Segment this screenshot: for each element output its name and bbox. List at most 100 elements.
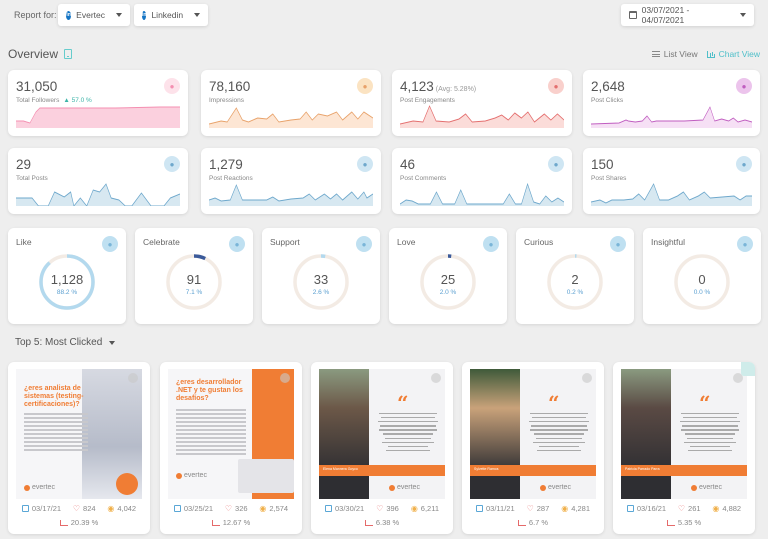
metric-card-post-engagements: 4,123 (Avg: 5.28%) Post Engagements ●	[392, 70, 572, 136]
post-ctr: 20.39 %	[8, 518, 150, 527]
reaction-title: Like	[16, 237, 32, 247]
post-engagements: 396	[386, 504, 399, 513]
reaction-percent: 2.0 %	[439, 289, 457, 296]
post-impressions: 4,042	[117, 504, 137, 513]
top-post-card[interactable]: “ Patricia Parrado Parra evertec 03/16/2…	[613, 362, 755, 534]
post-image: “ Patricia Parrado Parra evertec	[621, 369, 747, 499]
metric-value: 46	[400, 157, 416, 172]
network-select[interactable]: in Linkedin	[134, 4, 208, 26]
top-post-card[interactable]: “ Sylvette Ramos evertec 03/11/21 ♡ 287 ◉…	[462, 362, 604, 534]
top-bar: Report for: in Evertec in Linkedin 03/07…	[0, 4, 768, 26]
sparkline-chart	[209, 104, 373, 128]
reaction-count: 2	[571, 272, 579, 287]
calendar-icon	[626, 505, 634, 512]
post-stats: 03/11/21 ♡ 287 ◉ 4,281	[462, 504, 604, 513]
post-ctr: 6.7 %	[462, 518, 604, 527]
metric-card-total-posts: 29 Total Posts ●	[8, 148, 188, 214]
calendar-icon	[629, 11, 637, 19]
curious-icon: ●	[610, 236, 626, 252]
post-engagements: 287	[536, 504, 550, 513]
reaction-percent: 0.0 %	[693, 289, 711, 296]
date-range-value: 03/07/2021 - 04/07/2021	[641, 5, 690, 25]
post-image: “ Elena Mannera Goyco evertec	[319, 369, 445, 499]
post-impressions: 2,574	[269, 504, 289, 513]
metric-card-total-followers: 31,050 Total Followers ▲ 57.0 % ●	[8, 70, 188, 136]
top5-dropdown[interactable]: Top 5: Most Clicked	[15, 337, 116, 348]
reaction-title: Curious	[524, 237, 554, 247]
post-image: ¿eres desarrollador .NET y te gustan los…	[168, 369, 294, 499]
engagement-icon: ♡	[376, 504, 384, 513]
reaction-percent: 2.6 %	[312, 289, 330, 296]
reaction-card-curious: Curious ● 2 0.2 %	[516, 228, 634, 324]
metric-value: 1,279	[209, 157, 243, 172]
metric-average: (Avg: 5.28%)	[435, 86, 477, 93]
reaction-percent: 88.2 %	[56, 289, 78, 296]
calendar-icon	[475, 505, 483, 512]
list-view-button[interactable]: List View	[651, 49, 698, 59]
chevron-down-icon	[740, 13, 746, 17]
eye-icon: ◉	[712, 504, 720, 513]
metric-label: Post Comments	[400, 175, 447, 182]
trend-up-icon	[364, 519, 373, 526]
metric-value: 31,050	[16, 79, 58, 94]
post-ctr: 5.35 %	[613, 518, 755, 527]
metric-value: 4,123 (Avg: 5.28%)	[400, 79, 477, 94]
export-pdf-icon[interactable]	[64, 49, 73, 59]
linkedin-icon: in	[142, 10, 147, 20]
support-icon: ●	[356, 236, 372, 252]
reaction-card-celebrate: Celebrate ● 91 7.1 %	[135, 228, 253, 324]
donut-chart	[672, 252, 732, 312]
engagement-icon: ♡	[526, 504, 534, 513]
followers-icon: ●	[164, 78, 180, 94]
metric-label: Post Engagements	[400, 97, 455, 104]
chevron-down-icon	[116, 13, 122, 17]
metric-label: Total Posts	[16, 175, 48, 182]
donut-chart	[37, 252, 97, 312]
metric-card-post-clicks: 2,648 Post Clicks ●	[583, 70, 760, 136]
post-date: 03/30/21	[334, 504, 365, 513]
post-impressions: 6,211	[420, 504, 440, 513]
page-title: Overview	[8, 47, 59, 61]
reaction-count: 25	[440, 272, 456, 287]
trend-up-icon	[517, 519, 526, 526]
post-date: 03/16/21	[636, 504, 667, 513]
lightbulb-icon: ●	[737, 236, 753, 252]
download-icon[interactable]	[741, 362, 755, 376]
quote-author: Elena Mannera Goyco	[323, 467, 358, 471]
metric-value: 78,160	[209, 79, 251, 94]
sparkline-chart	[400, 182, 564, 206]
post-engagements: 326	[235, 504, 248, 513]
donut-chart	[164, 252, 224, 312]
top-post-card[interactable]: “ Elena Mannera Goyco evertec 03/30/21 ♡…	[311, 362, 453, 534]
eye-icon: ◉	[561, 504, 569, 513]
top-post-card[interactable]: ¿eres desarrollador .NET y te gustan los…	[160, 362, 302, 534]
post-headline: ¿eres analista de sistemas (testing-cert…	[24, 385, 84, 408]
account-select[interactable]: in Evertec	[58, 4, 130, 26]
chart-view-button[interactable]: Chart View	[706, 49, 760, 59]
cursor-icon: ●	[736, 78, 752, 94]
reaction-title: Insightful	[651, 237, 686, 247]
eye-icon: ●	[357, 78, 373, 94]
reaction-card-like: Like ● 1,128 88.2 %	[8, 228, 126, 324]
post-stats: 03/25/21 ♡ 326 ◉ 2,574	[160, 504, 302, 513]
report-for-label: Report for:	[14, 10, 57, 20]
top5-title: Top 5: Most Clicked	[15, 337, 103, 348]
metric-card-post-comments: 46 Post Comments ●	[392, 148, 572, 214]
list-view-label: List View	[663, 49, 698, 59]
comments-icon: ●	[548, 156, 564, 172]
post-engagements: 261	[688, 504, 701, 513]
chart-view-label: Chart View	[718, 49, 760, 59]
reaction-percent: 0.2 %	[566, 289, 584, 296]
reaction-title: Support	[270, 237, 300, 247]
sparkline-chart	[16, 182, 180, 206]
post-impressions: 4,281	[571, 504, 591, 513]
date-range-picker[interactable]: 03/07/2021 - 04/07/2021	[621, 4, 754, 26]
reaction-title: Celebrate	[143, 237, 180, 247]
carousel-icon	[582, 373, 592, 383]
top-post-card[interactable]: ¿eres analista de sistemas (testing-cert…	[8, 362, 150, 534]
post-ctr: 12.67 %	[160, 518, 302, 527]
metric-value: 150	[591, 157, 614, 172]
post-headline: ¿eres desarrollador .NET y te gustan los…	[176, 379, 243, 402]
post-stats: 03/17/21 ♡ 824 ◉ 4,042	[8, 504, 150, 513]
post-impressions: 4,882	[722, 504, 742, 513]
